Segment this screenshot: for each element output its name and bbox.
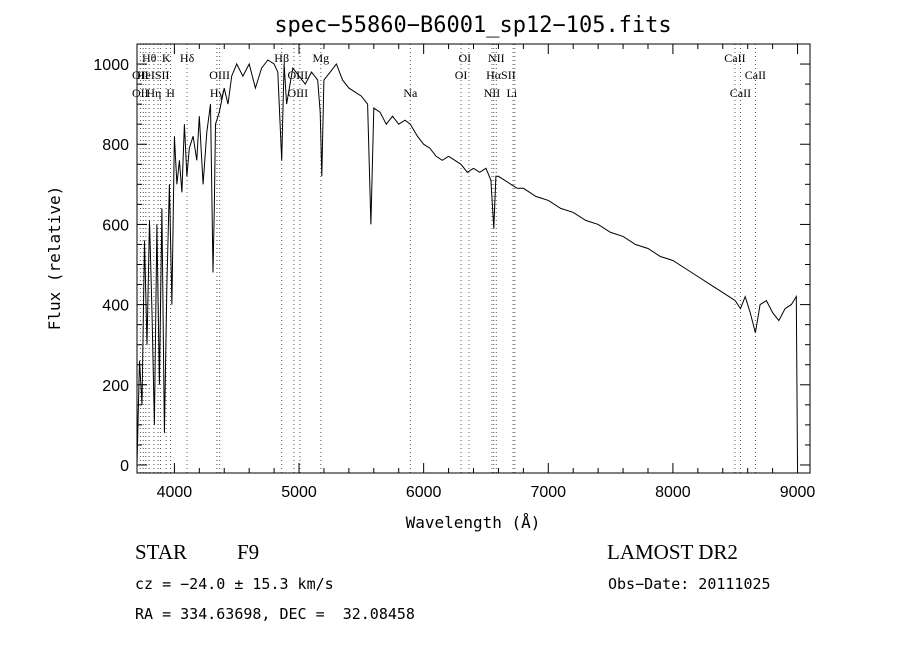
- plot-frame: [136, 43, 811, 474]
- x-axis-ticks: 4000 5000 6000 7000 8000 9000: [157, 44, 816, 501]
- y-tick-label: 800: [102, 137, 129, 154]
- line-label: OII: [132, 68, 149, 82]
- line-label: CaII: [745, 68, 766, 82]
- object-subclass: F9: [237, 540, 260, 564]
- spectrum-series-line: [136, 59, 798, 466]
- y-axis-ticks: 0 200 400 600 800 1000: [93, 57, 810, 475]
- line-label: Mg: [312, 51, 329, 65]
- line-label: Hγ: [210, 86, 225, 100]
- y-tick-label: 600: [102, 217, 129, 234]
- survey-name: LAMOST DR2: [607, 540, 738, 564]
- line-label: H: [166, 86, 175, 100]
- line-label: OIII: [287, 68, 308, 82]
- x-tick-label: 9000: [780, 484, 816, 501]
- object-class: STAR: [135, 540, 187, 564]
- spectral-line-markers: [139, 44, 756, 473]
- observation-date: Obs−Date: 20111025: [608, 575, 771, 593]
- line-label: OIII: [209, 68, 230, 82]
- line-label: K: [162, 51, 171, 65]
- line-label: Hδ: [180, 51, 195, 65]
- spectrum-chart: 4000 5000 6000 7000 8000 9000 0 200 400 600 800 10…: [45, 13, 816, 532]
- line-label: NII: [484, 86, 501, 100]
- line-label: OII: [132, 86, 149, 100]
- x-tick-label: 5000: [281, 484, 317, 501]
- line-label: Hη: [146, 86, 161, 100]
- x-tick-label: 4000: [157, 484, 193, 501]
- redshift-cz: cz = −24.0 ± 15.3 km/s: [135, 575, 334, 593]
- line-label: OIII: [287, 86, 308, 100]
- line-label: OI: [458, 51, 471, 65]
- chart-title: spec−55860−B6001_sp12−105.fits: [274, 13, 671, 38]
- line-label: HαSII: [486, 68, 516, 82]
- x-tick-label: 8000: [655, 484, 691, 501]
- x-tick-label: 6000: [406, 484, 442, 501]
- y-tick-label: 0: [120, 458, 129, 475]
- line-label: CaII: [724, 51, 745, 65]
- line-label: HeISII: [137, 68, 170, 82]
- y-tick-label: 200: [102, 378, 129, 395]
- line-label: Hθ: [142, 51, 157, 65]
- x-tick-label: 7000: [530, 484, 566, 501]
- y-axis-label: Flux (relative): [45, 186, 64, 331]
- line-label: Na: [403, 86, 418, 100]
- x-axis-label: Wavelength (Å): [406, 513, 541, 532]
- line-label: Hβ: [274, 51, 289, 65]
- y-tick-label: 1000: [93, 57, 129, 74]
- line-label: NII: [488, 51, 505, 65]
- line-label: Li: [507, 86, 518, 100]
- coordinates: RA = 334.63698, DEC = 32.08458: [135, 605, 415, 623]
- y-tick-label: 400: [102, 298, 129, 315]
- line-label: CaII: [730, 86, 751, 100]
- line-label: OI: [455, 68, 468, 82]
